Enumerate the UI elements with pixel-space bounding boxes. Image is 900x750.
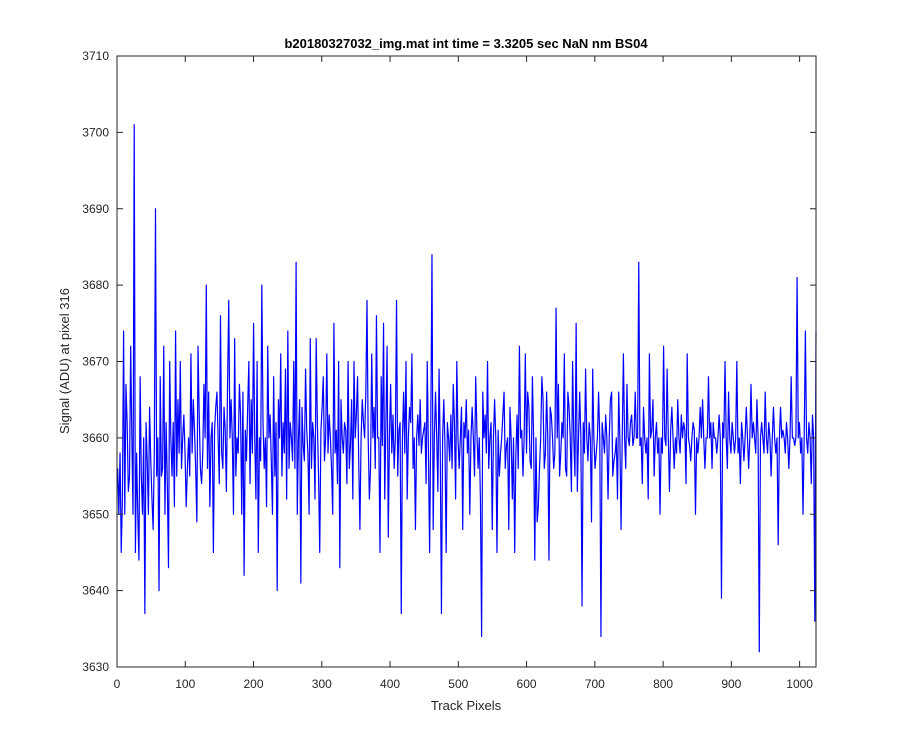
x-axis-label: Track Pixels [431, 698, 502, 713]
x-tick-label: 700 [585, 677, 605, 691]
x-tick-label: 300 [312, 677, 332, 691]
plot-area [117, 56, 816, 667]
x-tick-label: 1000 [786, 677, 813, 691]
y-axis-label: Signal (ADU) at pixel 316 [57, 288, 72, 434]
chart-title: b20180327032_img.mat int time = 3.3205 s… [284, 36, 648, 51]
x-tick-label: 0 [114, 677, 121, 691]
series-line [117, 124, 817, 653]
y-tick-label: 3710 [82, 49, 109, 63]
y-tick-label: 3690 [82, 202, 109, 216]
x-tick-label: 600 [517, 677, 537, 691]
y-tick-label: 3680 [82, 278, 109, 292]
y-tick-label: 3640 [82, 584, 109, 598]
y-axis-ticks: 3630 3640 3650 3660 3670 3680 3690 3700 3710 [82, 49, 816, 674]
x-tick-label: 500 [448, 677, 468, 691]
y-tick-label: 3660 [82, 431, 109, 445]
x-tick-label: 400 [380, 677, 400, 691]
x-axis-ticks: 0 100 200 300 400 500 600 700 800 900 1000 [114, 56, 813, 691]
y-tick-label: 3670 [82, 355, 109, 369]
x-tick-label: 200 [244, 677, 264, 691]
x-tick-label: 100 [175, 677, 195, 691]
x-tick-label: 800 [653, 677, 673, 691]
y-tick-label: 3650 [82, 507, 109, 521]
x-tick-label: 900 [721, 677, 741, 691]
y-tick-label: 3630 [82, 660, 109, 674]
y-tick-label: 3700 [82, 125, 109, 139]
